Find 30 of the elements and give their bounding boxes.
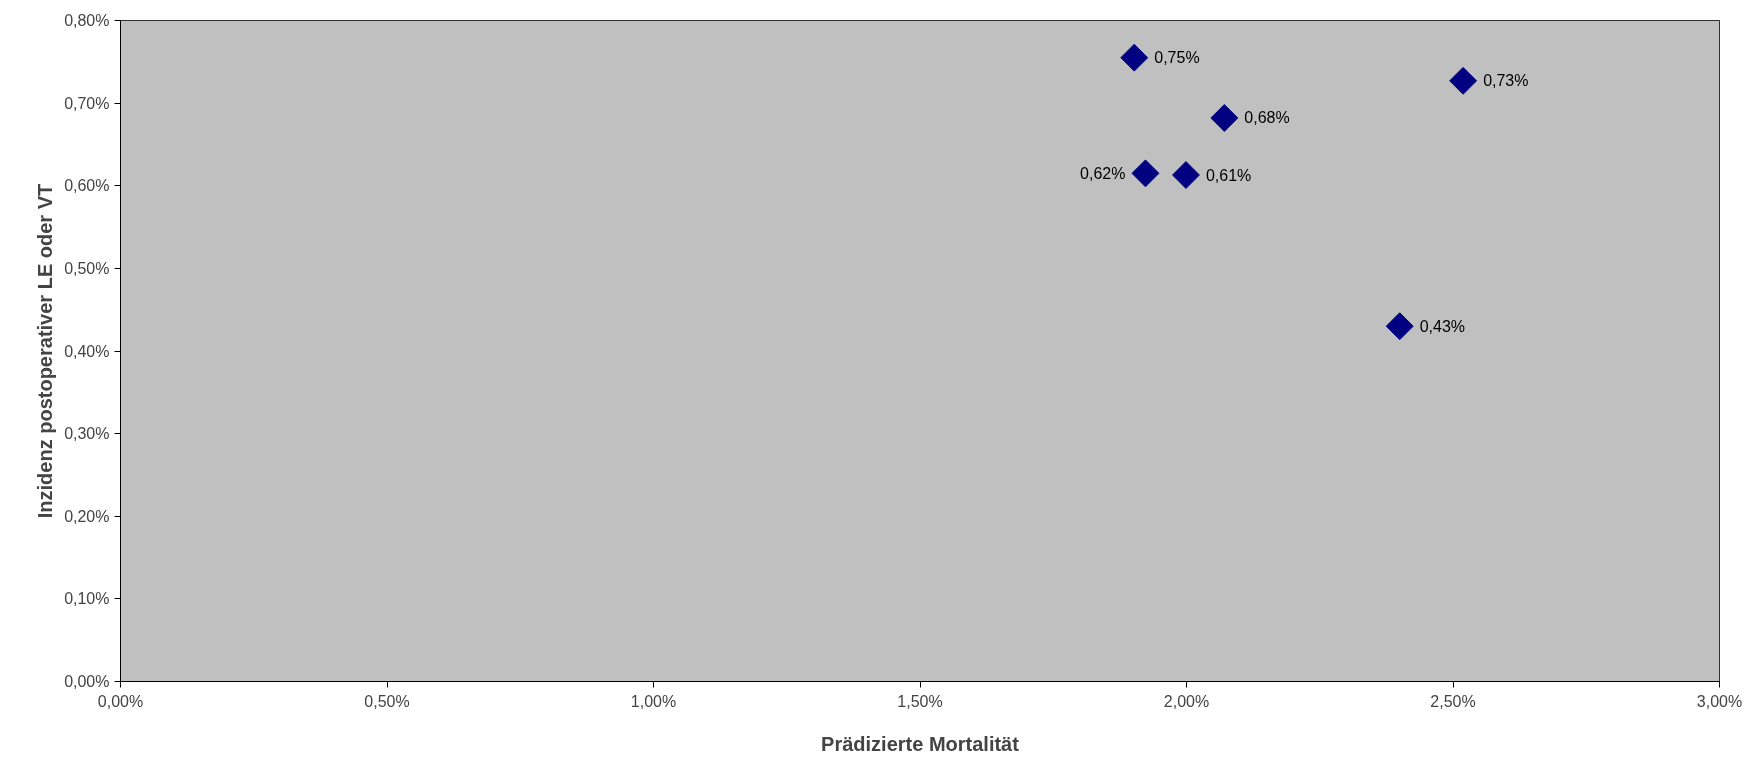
x-axis-title: Prädizierte Mortalität [821, 732, 1020, 755]
point [1131, 159, 1160, 188]
data-label: 0,73% [1483, 72, 1529, 90]
x-tick-label: 2,00% [1163, 692, 1210, 710]
x-tick-label: 0,00% [97, 692, 144, 710]
data-label: 0,62% [1080, 164, 1126, 182]
point [1210, 104, 1239, 132]
data-label: 0,68% [1244, 109, 1290, 127]
point [1449, 66, 1478, 95]
y-tick-label: 0,40% [64, 342, 110, 360]
x-tick-label: 0,50% [364, 692, 410, 710]
y-tick-label: 0,60% [64, 177, 110, 195]
data-label: 0,43% [1419, 317, 1466, 335]
point [1385, 312, 1414, 341]
y-tick-label: 0,10% [64, 590, 110, 608]
data-label: 0,61% [1205, 166, 1252, 184]
point [1120, 43, 1149, 72]
x-tick-label: 2,50% [1430, 692, 1476, 710]
x-tick-label: 3,00% [1696, 692, 1743, 710]
y-axis-title: Inzidenz postoperativer LE oder VT [34, 183, 57, 519]
y-tick-label: 0,20% [64, 507, 110, 525]
y-tick-label: 0,50% [64, 259, 110, 277]
x-tick-label: 1,00% [630, 692, 677, 710]
y-tick-label: 0,80% [64, 12, 110, 29]
data-label: 0,75% [1154, 49, 1200, 67]
y-tick-label: 0,00% [64, 673, 110, 690]
y-tick-label: 0,30% [64, 425, 110, 443]
point [1172, 161, 1200, 189]
x-tick-label: 1,50% [897, 692, 943, 710]
y-tick-label: 0,70% [64, 94, 110, 112]
